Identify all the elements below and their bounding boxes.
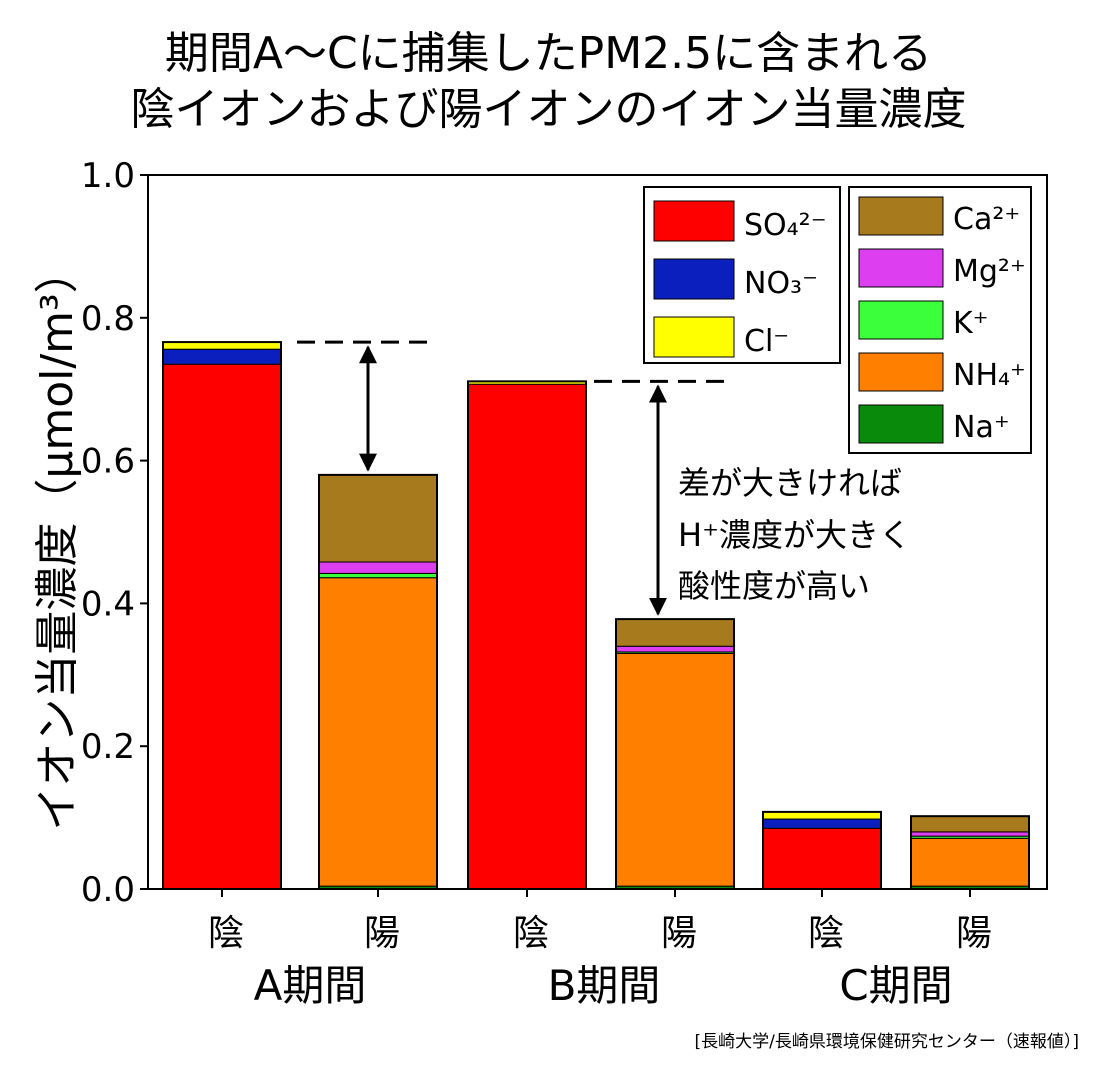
b-anion-bar [467, 380, 587, 890]
bar-segment [762, 811, 882, 820]
legend-swatch [858, 300, 944, 340]
y-tick-label: 0.4 [81, 584, 135, 624]
x-tick-label: 陽 [956, 913, 992, 954]
plot-frame [147, 174, 1048, 890]
y-tick-label: 0.6 [81, 442, 135, 482]
y-tick-label: 1.0 [81, 156, 135, 196]
legend-label: Mg²⁺ [953, 254, 1026, 289]
group-label: B期間 [548, 961, 661, 1010]
annotation-line: H⁺濃度が大きく [678, 516, 911, 554]
c-anion-bar [762, 810, 882, 890]
b-cation-bar [615, 618, 735, 890]
legend-label: NO₃⁻ [744, 266, 818, 301]
bar-segment [910, 831, 1030, 837]
x-tick-label: 陽 [364, 913, 400, 954]
annotation-line: 酸性度が高い [678, 567, 870, 605]
bar-segment [762, 827, 882, 890]
bar-segment [910, 837, 1030, 887]
legend-label: Ca²⁺ [953, 202, 1020, 237]
bar-segment [615, 618, 735, 647]
bar-segment [615, 652, 735, 887]
bar-segment [318, 572, 438, 579]
annotation-line: 差が大きければ [678, 464, 902, 502]
c-cation-bar [910, 815, 1030, 890]
bar-segment [318, 577, 438, 887]
source-note: [長崎大学/長崎県環境保健研究センター（速報値）] [694, 1032, 1080, 1052]
bar-segment [467, 383, 587, 890]
y-tick-label: 0.2 [81, 727, 135, 767]
bar-segment [318, 474, 438, 563]
legend-swatch [858, 404, 944, 444]
a-anion-bar [162, 341, 282, 890]
bar-segment [162, 348, 282, 365]
legend-swatch [653, 316, 735, 358]
bar-segment [162, 363, 282, 890]
chart-title: 期間A〜Cに捕集したPM2.5に含まれる 陰イオンおよび陽イオンのイオン当量濃度 [0, 26, 1097, 138]
y-tick-label: 0.8 [81, 299, 135, 339]
y-tick-label: 0.0 [81, 870, 135, 910]
x-tick-label: 陰 [808, 913, 844, 954]
legend-anions: SO₄²⁻ NO₃⁻ Cl⁻ [643, 186, 841, 364]
x-tick-label: 陽 [661, 913, 697, 954]
legend-label: NH₄⁺ [953, 358, 1026, 393]
legend-label: K⁺ [953, 306, 989, 341]
title-line-2: 陰イオンおよび陽イオンのイオン当量濃度 [130, 84, 967, 135]
bar-segment [910, 815, 1030, 833]
bar-segment [162, 341, 282, 350]
legend-label: Na⁺ [953, 410, 1010, 445]
group-label: A期間 [254, 961, 367, 1010]
a-cation-bar [318, 473, 438, 890]
bar-segment [615, 645, 735, 653]
x-tick-label: 陰 [208, 913, 244, 954]
legend-label: Cl⁻ [744, 324, 789, 359]
legend-swatch [653, 200, 735, 242]
legend-swatch [653, 258, 735, 300]
title-line-1: 期間A〜Cに捕集したPM2.5に含まれる [164, 28, 933, 79]
bar-segment [318, 561, 438, 574]
legend-swatch [858, 248, 944, 288]
x-tick-label: 陰 [513, 913, 549, 954]
legend-label: SO₄²⁻ [744, 208, 827, 243]
bar-segment [762, 818, 882, 829]
legend-cations: Ca²⁺ Mg²⁺ K⁺ NH₄⁺ Na⁺ [848, 186, 1032, 454]
legend-swatch [858, 352, 944, 392]
group-label: C期間 [839, 961, 952, 1010]
legend-swatch [858, 196, 944, 236]
